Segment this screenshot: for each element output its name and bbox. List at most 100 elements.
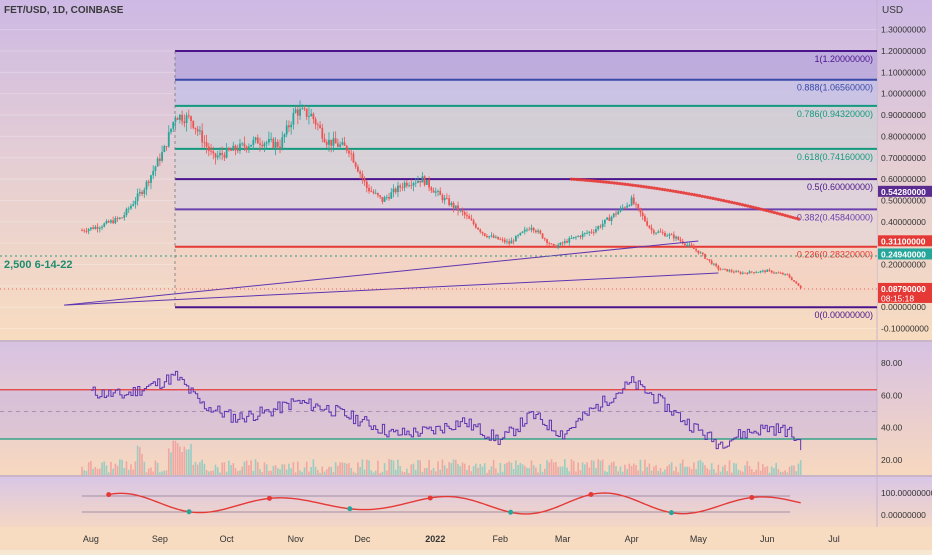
candle bbox=[486, 236, 488, 238]
curve-dot bbox=[738, 202, 742, 206]
falling-wedge-drawing[interactable] bbox=[64, 240, 719, 306]
volume-bar bbox=[717, 464, 720, 475]
volume-bar bbox=[506, 462, 508, 475]
osc-signal-dot bbox=[106, 492, 112, 498]
volume-bar bbox=[248, 465, 250, 475]
volume-bar bbox=[392, 460, 395, 475]
curve-dot bbox=[623, 182, 627, 186]
volume-bar bbox=[793, 465, 795, 475]
volume-bar bbox=[87, 462, 90, 475]
osc-signal-dot bbox=[266, 495, 272, 501]
volume-bar bbox=[686, 466, 688, 475]
curve-dot bbox=[778, 212, 782, 216]
candle bbox=[761, 270, 764, 272]
volume-bar bbox=[483, 463, 486, 475]
rsi-axis[interactable]: 80.00 60.00 40.00 20.00 bbox=[881, 358, 903, 465]
volume-bar bbox=[497, 472, 499, 475]
oscillator-axis[interactable]: 100.00000000 0.00000000 bbox=[881, 488, 932, 520]
candle bbox=[81, 230, 83, 232]
volume-bar bbox=[510, 462, 513, 475]
candle bbox=[699, 252, 702, 254]
candle bbox=[385, 197, 388, 198]
candle bbox=[755, 272, 758, 274]
curve-dot bbox=[692, 193, 696, 197]
candle bbox=[401, 187, 404, 189]
price-tick-label: 1.10000000 bbox=[881, 67, 926, 77]
candle bbox=[130, 205, 132, 209]
curve-dot bbox=[617, 181, 622, 186]
volume-bar bbox=[708, 469, 711, 475]
volume-bar bbox=[408, 472, 410, 475]
volume-bar bbox=[101, 462, 103, 475]
curve-dot bbox=[695, 193, 699, 197]
volume-bar bbox=[439, 469, 442, 475]
curve-dot bbox=[735, 201, 739, 206]
candle bbox=[154, 166, 157, 171]
candle bbox=[123, 215, 126, 218]
curve-dot bbox=[770, 210, 774, 214]
volume-bar bbox=[773, 468, 775, 475]
candle bbox=[212, 151, 215, 154]
candle bbox=[541, 233, 544, 239]
volume-bar bbox=[419, 460, 421, 475]
candle bbox=[101, 226, 103, 228]
candle bbox=[214, 153, 217, 158]
candle bbox=[170, 128, 172, 133]
candle bbox=[110, 220, 112, 223]
volume-bar bbox=[152, 471, 154, 475]
volume-bar bbox=[695, 469, 697, 475]
volume-bar bbox=[179, 446, 181, 475]
rsi-tick-label: 20.00 bbox=[881, 455, 903, 465]
candle bbox=[345, 145, 348, 151]
volume-bar bbox=[737, 469, 740, 475]
candle bbox=[537, 230, 540, 233]
candle bbox=[172, 122, 175, 129]
candle bbox=[530, 227, 533, 230]
fib-band bbox=[175, 209, 877, 247]
candle bbox=[446, 197, 448, 199]
candle bbox=[174, 118, 177, 123]
volume-bar bbox=[159, 472, 161, 475]
time-axis[interactable]: Aug Sep Oct Nov Dec 2022 Feb Mar Apr May Jun Jul bbox=[83, 534, 840, 544]
candle bbox=[797, 283, 800, 286]
osc-signal-dot bbox=[588, 492, 594, 498]
candle bbox=[90, 227, 92, 230]
candle bbox=[450, 202, 453, 206]
volume-bar bbox=[92, 468, 94, 475]
volume-bar bbox=[90, 460, 92, 475]
candle bbox=[706, 258, 709, 260]
volume-bar bbox=[519, 462, 522, 475]
curve-dot bbox=[780, 213, 785, 217]
curve-dot bbox=[572, 177, 576, 181]
volume-bar bbox=[630, 465, 633, 475]
volume-bar bbox=[735, 463, 737, 475]
candle bbox=[461, 210, 464, 213]
candle bbox=[570, 238, 573, 239]
curve-dot bbox=[714, 197, 718, 201]
candle bbox=[343, 142, 346, 146]
candle bbox=[203, 142, 206, 144]
curve-dot bbox=[716, 197, 720, 202]
candle bbox=[750, 271, 753, 273]
volume-bar bbox=[606, 471, 608, 475]
candle bbox=[288, 125, 290, 128]
volume-bar bbox=[726, 471, 729, 475]
fib-band bbox=[175, 51, 877, 80]
volume-bar bbox=[577, 462, 579, 475]
fib-band bbox=[175, 179, 877, 210]
candle bbox=[312, 113, 315, 120]
fib-retracement[interactable]: 1(1.20000000) 0.888(1.06560000) 0.786(0.94… bbox=[174, 50, 877, 320]
curve-dot bbox=[628, 183, 632, 187]
volume-bar bbox=[641, 471, 644, 475]
volume-bar bbox=[619, 466, 622, 475]
candle bbox=[181, 114, 184, 122]
candle bbox=[310, 113, 313, 117]
candle bbox=[359, 171, 362, 174]
candle bbox=[679, 239, 682, 242]
price-badge-label: 0.54280000 bbox=[881, 187, 926, 197]
volume-bar bbox=[136, 445, 139, 475]
descending-dotted-curve[interactable] bbox=[569, 177, 801, 221]
candle bbox=[568, 238, 571, 243]
volume-bar bbox=[114, 463, 117, 475]
